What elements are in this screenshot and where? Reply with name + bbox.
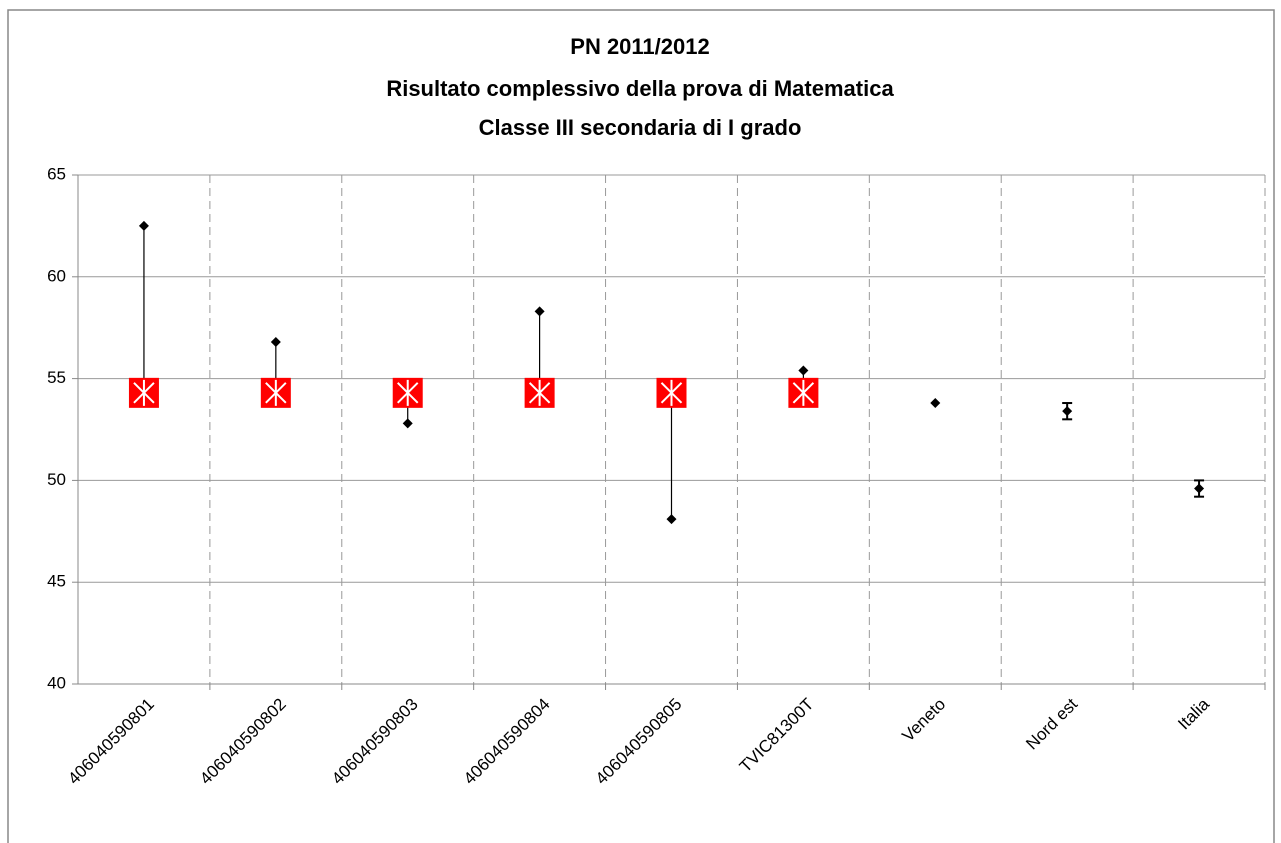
reference-marker — [524, 377, 555, 408]
school-marker — [666, 514, 677, 525]
chart-title: PN 2011/2012 — [570, 34, 709, 59]
y-tick-label: 60 — [47, 266, 66, 285]
y-tick-label: 50 — [47, 470, 66, 489]
school-marker — [930, 398, 941, 409]
reference-marker-part — [528, 379, 551, 406]
school-marker — [534, 306, 545, 317]
reference-marker — [656, 377, 687, 408]
reference-marker-part — [265, 379, 287, 406]
reference-marker — [128, 377, 159, 408]
reference-marker — [788, 377, 819, 408]
reference-marker-part — [660, 379, 683, 406]
reference-marker — [392, 377, 423, 408]
y-tick-label: 55 — [47, 368, 66, 387]
school-marker — [1062, 406, 1073, 417]
school-marker — [138, 220, 149, 231]
chart-title: Classe III secondaria di I grado — [479, 115, 802, 140]
y-tick-label: 45 — [47, 572, 66, 591]
reference-marker-part — [792, 379, 815, 406]
chart-border — [7, 9, 1275, 843]
reference-marker — [260, 377, 291, 408]
y-tick-label: 40 — [47, 673, 66, 692]
reference-marker-part — [397, 379, 419, 406]
y-tick-label: 65 — [47, 164, 66, 183]
school-marker — [798, 365, 809, 376]
school-marker — [402, 418, 413, 429]
school-marker — [1194, 483, 1205, 494]
chart-title: Risultato complessivo della prova di Mat… — [386, 76, 894, 101]
school-marker — [270, 336, 281, 347]
reference-marker-part — [133, 379, 155, 406]
